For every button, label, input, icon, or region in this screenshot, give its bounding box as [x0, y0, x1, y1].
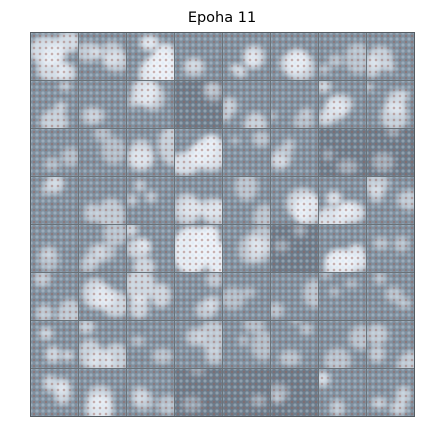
generated-sample-tile — [79, 33, 126, 80]
generated-sample-tile — [175, 273, 222, 320]
generated-sample-tile — [223, 321, 270, 368]
figure-title: Epoha 11 — [187, 10, 257, 26]
generated-sample-tile — [175, 225, 222, 272]
generated-sample-tile — [223, 81, 270, 128]
generated-sample-tile — [127, 129, 174, 176]
generated-sample-tile — [31, 33, 78, 80]
generated-sample-tile — [223, 369, 270, 416]
generated-sample-tile — [175, 369, 222, 416]
generated-sample-tile — [127, 369, 174, 416]
generated-sample-tile — [271, 273, 318, 320]
generated-sample-tile — [31, 177, 78, 224]
generated-sample-tile — [31, 225, 78, 272]
generated-sample-tile — [79, 321, 126, 368]
generated-sample-tile — [367, 321, 414, 368]
generated-sample-tile — [31, 273, 78, 320]
generated-sample-tile — [223, 225, 270, 272]
generated-sample-tile — [223, 129, 270, 176]
generated-sample-tile — [127, 81, 174, 128]
generated-sample-tile — [175, 81, 222, 128]
generated-sample-tile — [31, 369, 78, 416]
generated-sample-tile — [127, 177, 174, 224]
generated-sample-tile — [319, 81, 366, 128]
generated-sample-tile — [31, 129, 78, 176]
generated-sample-tile — [223, 33, 270, 80]
generated-sample-tile — [127, 225, 174, 272]
generated-sample-tile — [319, 273, 366, 320]
generated-sample-tile — [367, 369, 414, 416]
generated-sample-tile — [319, 369, 366, 416]
generated-sample-tile — [79, 81, 126, 128]
generated-sample-tile — [319, 225, 366, 272]
generated-sample-tile — [271, 369, 318, 416]
generated-sample-tile — [79, 177, 126, 224]
generated-sample-tile — [367, 225, 414, 272]
generated-sample-tile — [175, 129, 222, 176]
generated-sample-tile — [271, 33, 318, 80]
generated-sample-tile — [79, 369, 126, 416]
generated-sample-tile — [175, 33, 222, 80]
generated-sample-tile — [79, 273, 126, 320]
generated-sample-tile — [367, 33, 414, 80]
generated-sample-tile — [319, 33, 366, 80]
generated-sample-tile — [31, 321, 78, 368]
generated-sample-tile — [175, 177, 222, 224]
generated-sample-tile — [271, 177, 318, 224]
generated-sample-tile — [271, 81, 318, 128]
generated-sample-tile — [31, 81, 78, 128]
generated-sample-tile — [79, 225, 126, 272]
generated-sample-tile — [367, 129, 414, 176]
generated-sample-tile — [175, 321, 222, 368]
sample-image-grid — [30, 32, 415, 417]
generated-sample-tile — [79, 129, 126, 176]
generated-sample-tile — [271, 129, 318, 176]
generated-sample-tile — [127, 33, 174, 80]
generated-sample-tile — [319, 129, 366, 176]
generated-sample-tile — [271, 321, 318, 368]
generated-sample-tile — [127, 273, 174, 320]
generated-sample-tile — [271, 225, 318, 272]
generated-sample-tile — [223, 177, 270, 224]
generated-sample-tile — [127, 321, 174, 368]
generated-sample-tile — [223, 273, 270, 320]
generated-sample-tile — [319, 321, 366, 368]
generated-sample-tile — [319, 177, 366, 224]
generated-sample-tile — [367, 177, 414, 224]
generated-sample-tile — [367, 81, 414, 128]
generated-sample-tile — [367, 273, 414, 320]
